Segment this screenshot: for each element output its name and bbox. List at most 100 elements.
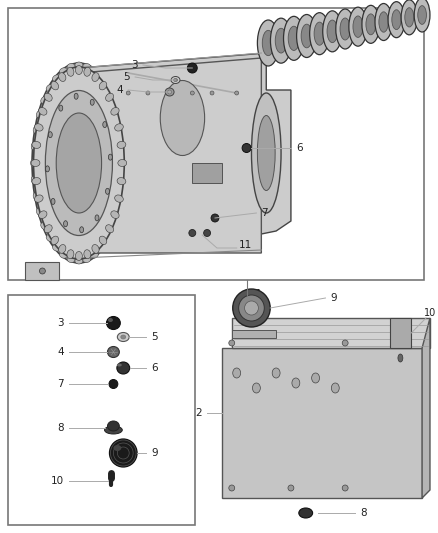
Ellipse shape xyxy=(60,252,67,258)
Ellipse shape xyxy=(67,67,74,76)
Ellipse shape xyxy=(204,230,211,237)
Ellipse shape xyxy=(54,103,59,110)
Ellipse shape xyxy=(108,154,112,160)
Ellipse shape xyxy=(173,78,177,82)
Ellipse shape xyxy=(418,6,427,25)
Ellipse shape xyxy=(262,30,274,55)
Ellipse shape xyxy=(35,195,43,202)
Ellipse shape xyxy=(103,122,107,127)
Ellipse shape xyxy=(83,256,91,263)
Ellipse shape xyxy=(110,147,115,154)
Ellipse shape xyxy=(59,105,63,111)
Ellipse shape xyxy=(210,91,214,95)
Ellipse shape xyxy=(36,208,43,216)
Ellipse shape xyxy=(46,235,53,241)
Ellipse shape xyxy=(91,68,98,74)
Ellipse shape xyxy=(31,142,37,150)
Ellipse shape xyxy=(48,132,52,138)
Ellipse shape xyxy=(35,124,43,131)
Text: 4: 4 xyxy=(117,85,123,95)
Ellipse shape xyxy=(379,12,389,32)
Polygon shape xyxy=(422,318,430,498)
Ellipse shape xyxy=(42,172,47,179)
Ellipse shape xyxy=(110,222,117,230)
Ellipse shape xyxy=(168,90,172,94)
Ellipse shape xyxy=(299,508,313,518)
Polygon shape xyxy=(222,348,422,498)
Text: 2: 2 xyxy=(195,408,202,418)
Ellipse shape xyxy=(67,250,74,259)
Ellipse shape xyxy=(292,378,300,388)
Ellipse shape xyxy=(110,96,117,103)
Ellipse shape xyxy=(41,222,48,230)
Ellipse shape xyxy=(54,110,103,216)
Ellipse shape xyxy=(71,87,75,95)
Ellipse shape xyxy=(332,383,339,393)
Ellipse shape xyxy=(39,211,47,219)
Ellipse shape xyxy=(146,91,150,95)
Ellipse shape xyxy=(165,88,174,96)
Text: 5: 5 xyxy=(124,72,130,82)
Ellipse shape xyxy=(191,91,194,95)
Ellipse shape xyxy=(83,63,91,69)
Ellipse shape xyxy=(118,192,125,200)
Ellipse shape xyxy=(92,245,99,253)
Bar xyxy=(389,318,411,348)
Ellipse shape xyxy=(75,62,83,68)
Ellipse shape xyxy=(51,198,55,205)
Ellipse shape xyxy=(120,176,127,184)
Text: 6: 6 xyxy=(151,363,158,373)
Text: 4: 4 xyxy=(57,347,64,357)
Ellipse shape xyxy=(392,10,401,29)
Ellipse shape xyxy=(353,16,363,37)
Text: 7: 7 xyxy=(57,379,64,389)
Ellipse shape xyxy=(115,208,121,216)
Ellipse shape xyxy=(91,252,98,258)
Ellipse shape xyxy=(258,20,279,66)
Ellipse shape xyxy=(349,7,367,46)
Ellipse shape xyxy=(405,7,414,27)
Ellipse shape xyxy=(311,373,320,383)
Ellipse shape xyxy=(121,335,126,339)
Ellipse shape xyxy=(106,93,113,101)
Ellipse shape xyxy=(84,250,91,259)
Ellipse shape xyxy=(41,96,48,103)
Ellipse shape xyxy=(115,124,123,131)
Ellipse shape xyxy=(275,28,287,53)
Ellipse shape xyxy=(189,230,196,237)
Ellipse shape xyxy=(33,126,39,133)
Ellipse shape xyxy=(121,159,127,167)
Ellipse shape xyxy=(109,379,118,389)
Ellipse shape xyxy=(118,159,127,166)
Ellipse shape xyxy=(126,91,130,95)
Ellipse shape xyxy=(103,112,108,119)
Ellipse shape xyxy=(314,22,325,45)
Text: 8: 8 xyxy=(360,508,367,518)
Ellipse shape xyxy=(242,143,251,152)
Text: 10: 10 xyxy=(424,308,436,318)
Ellipse shape xyxy=(258,116,275,190)
Polygon shape xyxy=(232,330,276,338)
Ellipse shape xyxy=(99,82,107,90)
Ellipse shape xyxy=(74,93,78,99)
Ellipse shape xyxy=(32,63,126,263)
Text: 3: 3 xyxy=(57,318,64,328)
Ellipse shape xyxy=(272,368,280,378)
Ellipse shape xyxy=(109,184,114,191)
Ellipse shape xyxy=(414,0,430,32)
Ellipse shape xyxy=(105,84,112,91)
Ellipse shape xyxy=(362,5,380,43)
Ellipse shape xyxy=(117,141,126,148)
Ellipse shape xyxy=(111,108,119,115)
Ellipse shape xyxy=(398,354,403,362)
Ellipse shape xyxy=(233,368,240,378)
Ellipse shape xyxy=(31,159,40,166)
Ellipse shape xyxy=(82,231,87,238)
Ellipse shape xyxy=(31,159,36,167)
Ellipse shape xyxy=(108,318,113,322)
Ellipse shape xyxy=(113,445,121,451)
Ellipse shape xyxy=(80,227,84,233)
Ellipse shape xyxy=(115,110,121,118)
Ellipse shape xyxy=(56,113,102,213)
Ellipse shape xyxy=(239,295,264,321)
